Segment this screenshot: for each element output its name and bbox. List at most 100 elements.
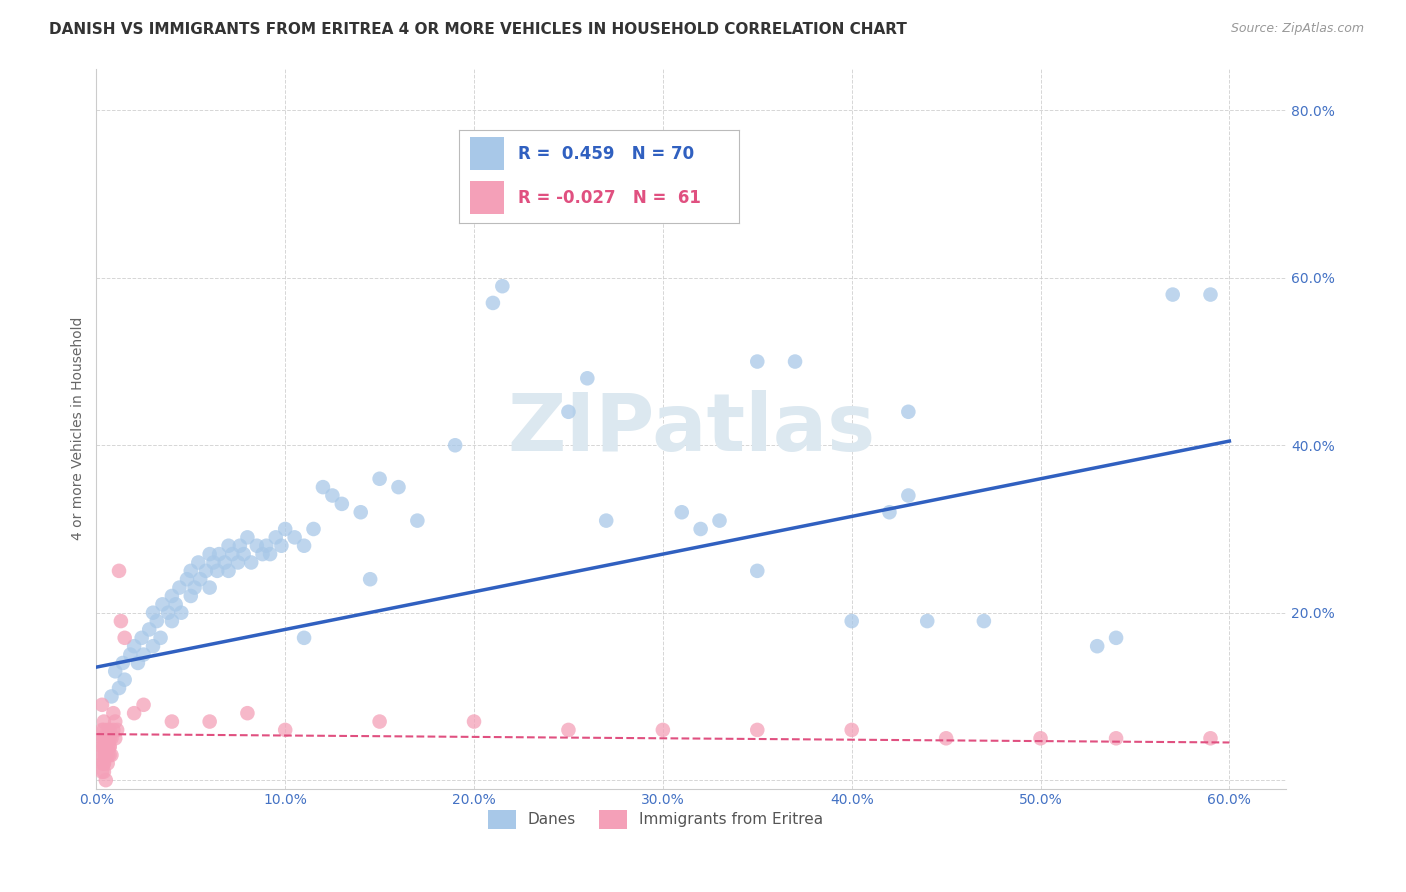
Point xyxy=(841,723,863,737)
Point xyxy=(97,723,120,737)
Point xyxy=(651,723,673,737)
Point xyxy=(98,747,121,762)
Point xyxy=(1105,731,1128,746)
Point xyxy=(232,547,254,561)
Point xyxy=(198,581,221,595)
Point xyxy=(915,614,938,628)
Point xyxy=(176,572,198,586)
Point xyxy=(108,681,131,695)
Point xyxy=(194,564,217,578)
Point xyxy=(100,731,122,746)
Point xyxy=(576,371,599,385)
Point xyxy=(218,564,240,578)
Point xyxy=(236,530,259,544)
Point xyxy=(91,739,114,754)
Point xyxy=(671,505,693,519)
Point xyxy=(218,539,240,553)
Point xyxy=(747,723,769,737)
Point xyxy=(98,731,121,746)
Point xyxy=(187,556,209,570)
Point xyxy=(94,739,117,754)
Point xyxy=(463,714,485,729)
Point xyxy=(747,564,769,578)
Point xyxy=(897,405,920,419)
Point xyxy=(104,731,127,746)
Point xyxy=(208,547,231,561)
Point xyxy=(879,505,901,519)
Point xyxy=(595,187,617,202)
Point xyxy=(444,438,467,452)
Point xyxy=(132,698,155,712)
Point xyxy=(142,606,165,620)
Point xyxy=(91,731,114,746)
Point xyxy=(284,530,307,544)
Point xyxy=(406,514,429,528)
Point xyxy=(368,714,391,729)
Point xyxy=(170,606,193,620)
Point xyxy=(264,530,287,544)
Point xyxy=(973,614,995,628)
Point xyxy=(104,665,127,679)
Point xyxy=(110,614,132,628)
Point xyxy=(98,723,121,737)
Point xyxy=(97,739,120,754)
Point xyxy=(94,731,117,746)
Point xyxy=(131,631,153,645)
Point xyxy=(138,623,160,637)
Point xyxy=(359,572,381,586)
Point xyxy=(111,656,134,670)
Point xyxy=(91,723,114,737)
Point xyxy=(236,706,259,721)
Point xyxy=(330,497,353,511)
Point xyxy=(557,723,579,737)
Point xyxy=(935,731,957,746)
Point xyxy=(747,354,769,368)
Point xyxy=(152,598,174,612)
Point xyxy=(198,547,221,561)
Point xyxy=(240,556,263,570)
Point xyxy=(387,480,409,494)
Point xyxy=(482,296,505,310)
Point xyxy=(146,614,169,628)
Point xyxy=(105,723,128,737)
Point xyxy=(94,747,117,762)
Point xyxy=(214,556,236,570)
Point xyxy=(321,488,343,502)
Point xyxy=(104,714,127,729)
Point xyxy=(142,639,165,653)
Point xyxy=(274,522,297,536)
Point xyxy=(1199,287,1222,301)
Point xyxy=(132,648,155,662)
Text: DANISH VS IMMIGRANTS FROM ERITREA 4 OR MORE VEHICLES IN HOUSEHOLD CORRELATION CH: DANISH VS IMMIGRANTS FROM ERITREA 4 OR M… xyxy=(49,22,907,37)
Point xyxy=(114,673,136,687)
Point xyxy=(689,522,711,536)
Point xyxy=(100,747,122,762)
Point xyxy=(98,739,121,754)
Point xyxy=(1199,731,1222,746)
Point xyxy=(205,564,228,578)
Point xyxy=(160,714,183,729)
Point xyxy=(198,714,221,729)
Point xyxy=(312,480,335,494)
Point xyxy=(122,706,145,721)
Point xyxy=(103,723,125,737)
Point xyxy=(160,614,183,628)
Point xyxy=(127,656,149,670)
Point xyxy=(254,539,277,553)
Point xyxy=(259,547,281,561)
Point xyxy=(841,614,863,628)
Point xyxy=(202,556,225,570)
Point xyxy=(183,581,205,595)
Point xyxy=(180,589,202,603)
Point xyxy=(252,547,274,561)
Point xyxy=(270,539,292,553)
Point xyxy=(108,564,131,578)
Point xyxy=(103,706,125,721)
Point xyxy=(226,556,249,570)
Point xyxy=(94,739,117,754)
Point xyxy=(149,631,172,645)
Point xyxy=(157,606,180,620)
Point xyxy=(368,472,391,486)
Point xyxy=(1161,287,1184,301)
Point xyxy=(897,488,920,502)
